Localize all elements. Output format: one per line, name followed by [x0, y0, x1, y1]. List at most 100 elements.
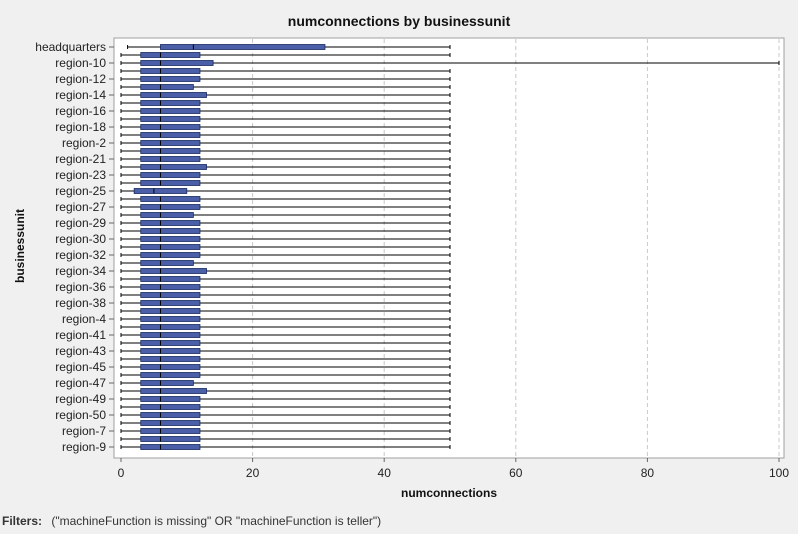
y-tick-label-region-34: region-34 — [55, 264, 106, 278]
iqr-box-region-3 — [140, 228, 201, 234]
iqr-box-region-47 — [140, 380, 194, 386]
y-tick-labels: headquarters region-10 region-12 region-14 r… — [35, 40, 114, 454]
box-region-28 — [120, 212, 451, 218]
box-region-11 — [120, 68, 451, 74]
box-region-50 — [120, 412, 451, 418]
box-region-20 — [120, 148, 451, 154]
y-tick-label-region-49: region-49 — [55, 392, 106, 406]
iqr-box-region-2 — [140, 140, 201, 146]
x-axis-label: numconnections — [401, 486, 497, 500]
iqr-box-region-49 — [140, 396, 201, 402]
iqr-box-region-28 — [140, 212, 194, 218]
iqr-box-region-35 — [140, 276, 201, 282]
iqr-box-region-14 — [140, 92, 207, 98]
box-headquarters — [127, 44, 451, 50]
y-tick-label-region-50: region-50 — [55, 408, 106, 422]
box-region-30 — [120, 236, 451, 242]
iqr-box-region-33 — [140, 260, 194, 266]
box-region-49 — [120, 396, 451, 402]
iqr-box-region-19 — [140, 132, 201, 138]
iqr-box-region-40 — [140, 324, 201, 330]
box-region-46 — [120, 372, 451, 378]
y-tick-label-region-32: region-32 — [55, 248, 106, 262]
y-tick-label-region-12: region-12 — [55, 72, 106, 86]
box-region-23 — [120, 172, 451, 178]
iqr-box-region-26 — [140, 196, 201, 202]
box-region-19 — [120, 132, 451, 138]
iqr-box-region-17 — [140, 116, 201, 122]
iqr-box-region-43 — [140, 348, 201, 354]
iqr-box-region-11 — [140, 68, 201, 74]
iqr-box-region-7 — [140, 428, 201, 434]
y-tick-label-region-25: region-25 — [55, 184, 106, 198]
plot-background — [113, 37, 785, 459]
y-tick-label-region-36: region-36 — [55, 280, 106, 294]
box-region-22 — [120, 164, 451, 170]
iqr-box-region-50 — [140, 412, 201, 418]
y-tick-label-region-4: region-4 — [62, 312, 106, 326]
iqr-box-region-8 — [140, 436, 201, 442]
y-tick-label-region-29: region-29 — [55, 216, 106, 230]
iqr-box-region-37 — [140, 292, 201, 298]
boxplot-chart: headquarters region-10 region-12 region-14 r… — [13, 13, 789, 500]
box-region-7 — [120, 428, 451, 434]
y-tick-label-region-16: region-16 — [55, 104, 106, 118]
box-region-15 — [120, 100, 451, 106]
y-tick-label-region-18: region-18 — [55, 120, 106, 134]
iqr-box-region-12 — [140, 76, 201, 82]
iqr-box-region-46 — [140, 372, 201, 378]
y-tick-label-headquarters: headquarters — [35, 40, 106, 54]
box-region-14 — [120, 92, 451, 98]
iqr-box-region-13 — [140, 84, 194, 90]
box-region-16 — [120, 108, 451, 114]
iqr-box-region-18 — [140, 124, 201, 130]
iqr-box-region-9 — [140, 444, 201, 450]
iqr-box-region-16 — [140, 108, 201, 114]
y-tick-label-region-21: region-21 — [55, 152, 106, 166]
iqr-box-region-45 — [140, 364, 201, 370]
box-region-43 — [120, 348, 451, 354]
y-tick-label-region-9: region-9 — [62, 440, 106, 454]
iqr-box-region-21 — [140, 156, 201, 162]
box-region-29 — [120, 220, 451, 226]
iqr-box-headquarters — [160, 44, 326, 50]
x-tick-label-60: 60 — [509, 466, 523, 480]
y-tick-label-region-41: region-41 — [55, 328, 106, 342]
box-region-48 — [120, 388, 451, 394]
filters-value: ("machineFunction is missing" OR "machin… — [51, 514, 382, 528]
box-region-26 — [120, 196, 451, 202]
box-region-40 — [120, 324, 451, 330]
y-tick-label-region-47: region-47 — [55, 376, 106, 390]
box-region-35 — [120, 276, 451, 282]
iqr-box-region-36 — [140, 284, 201, 290]
y-tick-label-region-38: region-38 — [55, 296, 106, 310]
iqr-box-region-10 — [140, 60, 214, 66]
box-region-3 — [120, 228, 451, 234]
box-region-32 — [120, 252, 451, 258]
y-tick-label-region-23: region-23 — [55, 168, 106, 182]
y-tick-label-region-27: region-27 — [55, 200, 106, 214]
y-tick-label-region-7: region-7 — [62, 424, 106, 438]
y-tick-label-region-2: region-2 — [62, 136, 106, 150]
iqr-box-region-44 — [140, 356, 201, 362]
box-region-44 — [120, 356, 451, 362]
x-tick-label-100: 100 — [769, 466, 789, 480]
box-region-2 — [120, 140, 451, 146]
chart-title: numconnections by businessunit — [288, 13, 511, 29]
box-region-25 — [120, 188, 451, 194]
box-region-10 — [120, 60, 780, 66]
iqr-box-region-38 — [140, 300, 201, 306]
box-region-24 — [120, 180, 451, 186]
box-region-37 — [120, 292, 451, 298]
box-region-39 — [120, 308, 451, 314]
box-region-8 — [120, 436, 451, 442]
box-region-42 — [120, 340, 451, 346]
y-tick-label-region-43: region-43 — [55, 344, 106, 358]
iqr-box-region-41 — [140, 332, 201, 338]
box-region-34 — [120, 268, 451, 274]
x-tick-label-80: 80 — [641, 466, 655, 480]
box-region-17 — [120, 116, 451, 122]
iqr-box-region-5 — [140, 404, 201, 410]
iqr-box-region-30 — [140, 236, 201, 242]
iqr-box-region-1 — [140, 52, 201, 58]
